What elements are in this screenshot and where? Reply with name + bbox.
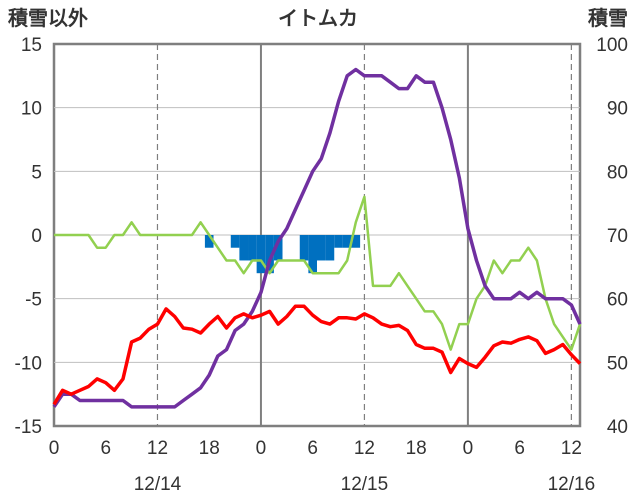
x-tick-label: 12 bbox=[561, 438, 582, 459]
y-tick-label-left: -10 bbox=[15, 353, 42, 374]
x-tick-label: 0 bbox=[256, 438, 267, 459]
chart-title: イトムカ bbox=[278, 8, 358, 30]
precipitation-bar bbox=[273, 235, 283, 261]
y-tick-label-left: 10 bbox=[21, 99, 42, 120]
x-tick-label: 0 bbox=[463, 438, 474, 459]
precipitation-bar bbox=[230, 235, 240, 248]
plot-area bbox=[52, 42, 582, 428]
precipitation-bars bbox=[204, 235, 361, 274]
precipitation-bar bbox=[204, 235, 214, 248]
precipitation-bar bbox=[256, 235, 266, 274]
x-tick-label: 0 bbox=[49, 438, 60, 459]
precipitation-bar bbox=[265, 235, 274, 274]
y-axis-label-right: 積雪 bbox=[588, 7, 628, 30]
x-tick-label: 12 bbox=[354, 438, 375, 459]
y-axis-label-left: 積雪以外 bbox=[8, 6, 88, 30]
x-tick-label: 18 bbox=[406, 438, 427, 459]
y-tick-label-right: 70 bbox=[607, 226, 628, 247]
precipitation-bar bbox=[351, 235, 361, 248]
y-tick-label-left: 5 bbox=[31, 162, 42, 183]
x-date-label: 12/14 bbox=[134, 474, 182, 495]
y-tick-label-left: -5 bbox=[25, 290, 42, 311]
y-tick-label-right: 40 bbox=[607, 417, 628, 438]
precipitation-bar bbox=[308, 235, 317, 274]
y-tick-label-right: 80 bbox=[607, 162, 628, 183]
x-tick-label: 6 bbox=[307, 438, 318, 459]
x-tick-label: 6 bbox=[100, 438, 111, 459]
y-tick-label-right: 60 bbox=[607, 290, 628, 311]
x-tick-label: 18 bbox=[199, 438, 220, 459]
precipitation-bar bbox=[239, 235, 249, 261]
y-tick-label-left: 15 bbox=[21, 35, 42, 56]
y-tick-label-right: 100 bbox=[596, 35, 628, 56]
x-tick-label: 12 bbox=[147, 438, 168, 459]
wind-line bbox=[54, 195, 582, 351]
temperature-line bbox=[52, 304, 582, 406]
precipitation-bar bbox=[248, 235, 257, 261]
x-date-label: 12/15 bbox=[341, 474, 389, 495]
x-date-label: 12/16 bbox=[548, 474, 596, 495]
x-tick-label: 6 bbox=[514, 438, 525, 459]
y-tick-label-left: 0 bbox=[31, 226, 42, 247]
y-tick-label-right: 90 bbox=[607, 99, 628, 120]
precipitation-bar bbox=[342, 235, 352, 248]
series-lines bbox=[52, 67, 582, 409]
precipitation-bar bbox=[299, 235, 309, 261]
precipitation-bar bbox=[317, 235, 326, 261]
precipitation-bar bbox=[334, 235, 343, 248]
y-tick-label-left: -15 bbox=[15, 417, 42, 438]
y-tick-label-right: 50 bbox=[607, 353, 628, 374]
snow_depth-line bbox=[52, 67, 582, 409]
precipitation-bar bbox=[325, 235, 335, 261]
